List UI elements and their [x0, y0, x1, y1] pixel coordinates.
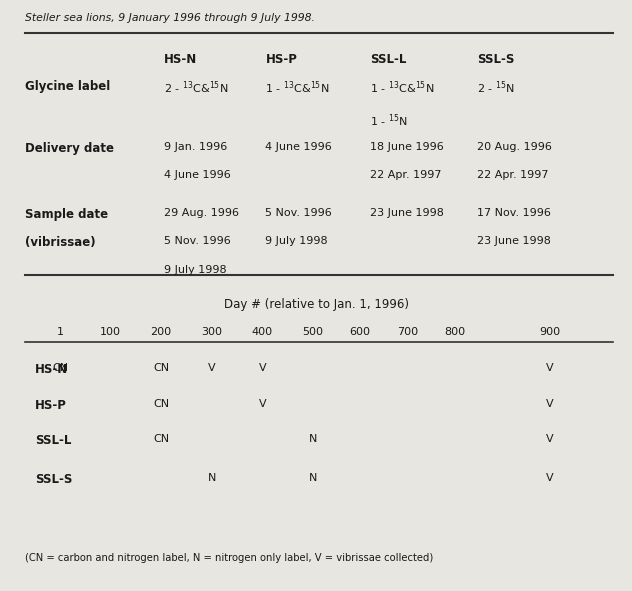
Text: 200: 200	[150, 327, 172, 337]
Text: 600: 600	[349, 327, 371, 337]
Text: V: V	[546, 434, 554, 444]
Text: 100: 100	[100, 327, 121, 337]
Text: SSL-L: SSL-L	[370, 53, 406, 66]
Text: HS-N: HS-N	[35, 363, 68, 376]
Text: Delivery date: Delivery date	[25, 142, 114, 155]
Text: HS-P: HS-P	[35, 399, 66, 412]
Text: 1 - $^{13}$C&$^{15}$N: 1 - $^{13}$C&$^{15}$N	[370, 80, 434, 96]
Text: 2 - $^{13}$C&$^{15}$N: 2 - $^{13}$C&$^{15}$N	[164, 80, 229, 96]
Text: SSL-L: SSL-L	[35, 434, 71, 447]
Text: 900: 900	[539, 327, 561, 337]
Text: V: V	[258, 399, 266, 409]
Text: Steller sea lions, 9 January 1996 through 9 July 1998.: Steller sea lions, 9 January 1996 throug…	[25, 13, 315, 23]
Text: 9 Jan. 1996: 9 Jan. 1996	[164, 142, 228, 152]
Text: N: N	[207, 473, 216, 483]
Text: V: V	[546, 473, 554, 483]
Text: 800: 800	[444, 327, 466, 337]
Text: 300: 300	[201, 327, 222, 337]
Text: 23 June 1998: 23 June 1998	[370, 208, 444, 218]
Text: 400: 400	[252, 327, 273, 337]
Text: 22 Apr. 1997: 22 Apr. 1997	[477, 170, 549, 180]
Text: Day # (relative to Jan. 1, 1996): Day # (relative to Jan. 1, 1996)	[224, 298, 408, 311]
Text: 9 July 1998: 9 July 1998	[164, 265, 227, 275]
Text: 5 Nov. 1996: 5 Nov. 1996	[164, 236, 231, 246]
Text: CN: CN	[153, 434, 169, 444]
Text: V: V	[208, 363, 216, 374]
Text: SSL-S: SSL-S	[477, 53, 514, 66]
Text: Sample date: Sample date	[25, 208, 109, 221]
Text: 2 - $^{15}$N: 2 - $^{15}$N	[477, 80, 515, 96]
Text: 1 - $^{13}$C&$^{15}$N: 1 - $^{13}$C&$^{15}$N	[265, 80, 330, 96]
Text: 23 June 1998: 23 June 1998	[477, 236, 551, 246]
Text: V: V	[546, 399, 554, 409]
Text: 4 June 1996: 4 June 1996	[265, 142, 332, 152]
Text: SSL-S: SSL-S	[35, 473, 72, 486]
Text: 4 June 1996: 4 June 1996	[164, 170, 231, 180]
Text: V: V	[546, 363, 554, 374]
Text: 5 Nov. 1996: 5 Nov. 1996	[265, 208, 332, 218]
Text: CN: CN	[153, 363, 169, 374]
Text: 1: 1	[56, 327, 64, 337]
Text: HS-P: HS-P	[265, 53, 297, 66]
Text: HS-N: HS-N	[164, 53, 198, 66]
Text: 1 - $^{15}$N: 1 - $^{15}$N	[370, 112, 408, 129]
Text: 700: 700	[397, 327, 418, 337]
Text: 500: 500	[302, 327, 324, 337]
Text: V: V	[258, 363, 266, 374]
Text: Glycine label: Glycine label	[25, 80, 111, 93]
Text: CN: CN	[52, 363, 68, 374]
Text: 22 Apr. 1997: 22 Apr. 1997	[370, 170, 441, 180]
Text: N: N	[308, 473, 317, 483]
Text: 29 Aug. 1996: 29 Aug. 1996	[164, 208, 240, 218]
Text: (vibrissae): (vibrissae)	[25, 236, 96, 249]
Text: 18 June 1996: 18 June 1996	[370, 142, 444, 152]
Text: 17 Nov. 1996: 17 Nov. 1996	[477, 208, 551, 218]
Text: 9 July 1998: 9 July 1998	[265, 236, 328, 246]
Text: N: N	[308, 434, 317, 444]
Text: (CN = carbon and nitrogen label, N = nitrogen only label, V = vibrissae collecte: (CN = carbon and nitrogen label, N = nit…	[25, 553, 434, 563]
Text: 20 Aug. 1996: 20 Aug. 1996	[477, 142, 552, 152]
Text: CN: CN	[153, 399, 169, 409]
